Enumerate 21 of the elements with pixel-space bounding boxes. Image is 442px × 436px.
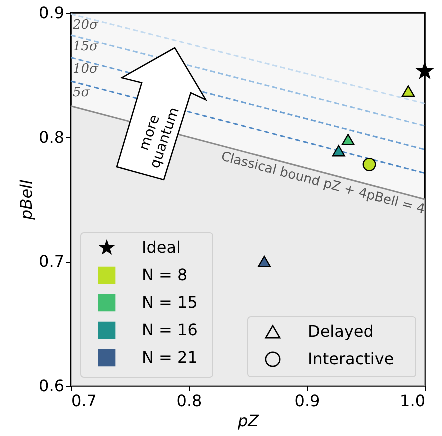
y-tick-label: 0.7 (39, 252, 64, 272)
y-tick-label: 0.9 (39, 4, 64, 22)
x-tick-label: 1.0 (400, 392, 426, 410)
x-tick-label: 0.8 (176, 392, 202, 410)
series-label: 5σ (73, 85, 92, 100)
legend-label: Ideal (142, 238, 181, 257)
x-tick-label: 0.9 (294, 392, 320, 410)
legend-label: N = 8 (142, 266, 188, 284)
legend-label: Interactive (308, 350, 394, 368)
y-tick-label: 0.6 (39, 376, 64, 396)
x-axis-title: pZ (236, 412, 260, 430)
series-label: 15σ (73, 39, 100, 54)
y-axis-title: pBell (17, 180, 36, 221)
legend-label: N = 16 (142, 320, 198, 340)
legend-label: N = 21 (142, 348, 198, 367)
y-tick-label: 0.8 (39, 128, 64, 147)
legend-label: Delayed (308, 322, 374, 341)
x-tick-label: 0.7 (72, 392, 97, 410)
series-label: 10σ (73, 62, 100, 77)
series-label: 20σ (72, 18, 100, 34)
legend-label: N = 15 (142, 293, 198, 312)
